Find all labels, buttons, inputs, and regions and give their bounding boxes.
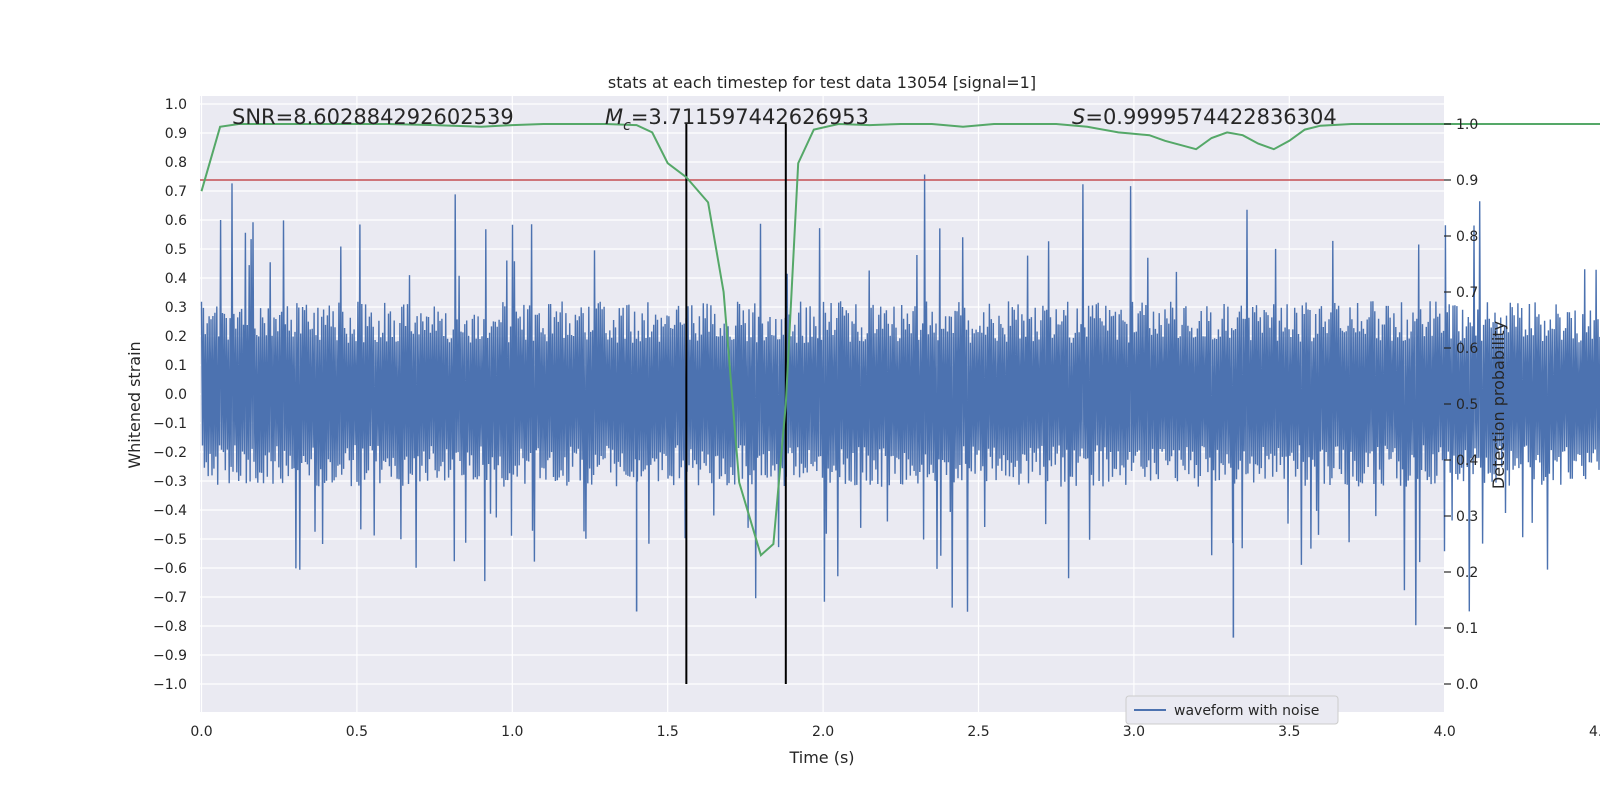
x-tick-label: 0.0	[190, 724, 212, 740]
y-left-tick-label: 0.8	[165, 155, 187, 171]
legend-label: waveform with noise	[1174, 703, 1319, 719]
y-axis-left-label: Whitened strain	[125, 341, 144, 468]
y-axis-right-ticks: 1.0 0.9 0.8 0.7 0.6 0.5 0.4 0.3 0.2 0.1 0.0	[1444, 117, 1478, 693]
y-left-tick-label: 0.6	[165, 213, 187, 229]
y-left-tick-label: −0.8	[153, 619, 187, 635]
y-left-tick-label: 0.4	[165, 271, 187, 287]
y-left-tick-label: −0.7	[153, 590, 187, 606]
y-left-tick-label: 0.5	[165, 242, 187, 258]
x-tick-label: 3.0	[1123, 724, 1145, 740]
x-tick-label: 1.5	[657, 724, 679, 740]
x-axis-ticks: 0.00.51.01.52.02.53.03.54.04.55.05.56.06…	[190, 724, 1600, 740]
chirp-mass-value: =3.711597442626953	[631, 105, 869, 129]
y-right-tick-label: 0.1	[1456, 621, 1478, 637]
y-right-tick-label: 0.6	[1456, 341, 1478, 357]
score-annotation: S=0.9999574422836304	[1072, 105, 1337, 129]
y-left-tick-label: −0.5	[153, 532, 187, 548]
chirp-mass-subscript: c	[623, 118, 631, 134]
waveform-series	[200, 174, 1600, 638]
detection-probability-line	[200, 122, 1600, 557]
y-left-tick-label: 0.7	[165, 184, 187, 200]
y-right-tick-label: 0.5	[1456, 397, 1478, 413]
y-right-tick-label: 0.8	[1456, 229, 1478, 245]
y-left-tick-label: 0.1	[165, 358, 187, 374]
snr-annotation: SNR=8.602884292602539	[232, 105, 514, 129]
y-right-tick-label: 0.0	[1456, 677, 1478, 693]
legend: waveform with noise	[1125, 695, 1339, 725]
y-right-tick-label: 0.3	[1456, 509, 1478, 525]
y-left-tick-label: −1.0	[153, 677, 187, 693]
y-left-tick-label: 0.9	[165, 126, 187, 142]
score-value: =0.9999574422836304	[1085, 105, 1336, 129]
y-axis-right-label: Detection probability	[1489, 321, 1508, 489]
y-axis-left-ticks: 1.0 0.9 0.8 0.7 0.6 0.5 0.4 0.3 0.2 0.1 0.0 −0.1 −0.…	[153, 97, 187, 693]
y-left-tick-label: −0.3	[153, 474, 187, 490]
y-left-tick-label: 0.0	[165, 387, 187, 403]
chart-title: stats at each timestep for test data 130…	[608, 73, 1036, 92]
y-right-tick-label: 0.9	[1456, 173, 1478, 189]
x-axis-label: Time (s)	[788, 748, 854, 767]
x-tick-label: 0.5	[346, 724, 368, 740]
y-right-tick-label: 0.2	[1456, 565, 1478, 581]
x-tick-label: 1.0	[501, 724, 523, 740]
y-right-tick-label: 1.0	[1456, 117, 1478, 133]
y-right-tick-label: 0.4	[1456, 453, 1478, 469]
y-right-tick-label: 0.7	[1456, 285, 1478, 301]
y-left-tick-label: 1.0	[165, 97, 187, 113]
y-left-tick-label: −0.2	[153, 445, 187, 461]
y-left-tick-label: −0.4	[153, 503, 187, 519]
y-left-tick-label: 0.3	[165, 300, 187, 316]
chirp-mass-symbol: M	[605, 105, 623, 129]
chirp-mass-annotation: Mc=3.711597442626953	[605, 105, 869, 134]
score-symbol: S	[1072, 105, 1085, 129]
y-left-tick-label: 0.2	[165, 329, 187, 345]
y-left-tick-label: −0.1	[153, 416, 187, 432]
y-left-tick-label: −0.6	[153, 561, 187, 577]
x-tick-label: 3.5	[1278, 724, 1300, 740]
x-tick-label: 2.0	[812, 724, 834, 740]
legend-box	[1125, 695, 1339, 725]
x-tick-label: 4.0	[1434, 724, 1456, 740]
x-tick-label: 4.5	[1589, 724, 1600, 740]
y-left-tick-label: −0.9	[153, 648, 187, 664]
x-tick-label: 2.5	[967, 724, 989, 740]
waveform-trace	[200, 174, 1600, 626]
